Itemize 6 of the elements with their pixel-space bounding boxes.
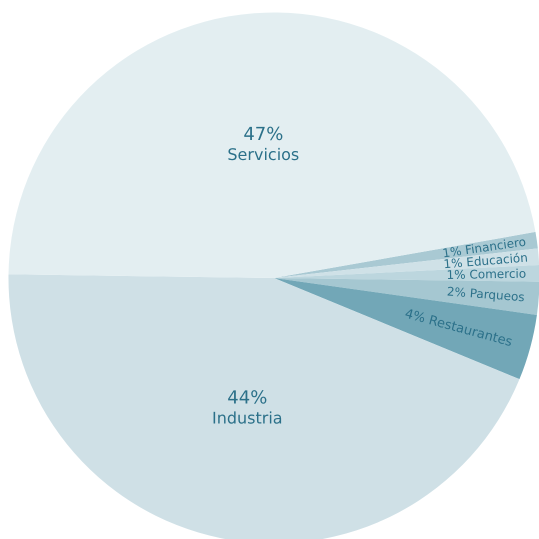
slice-label: 1% Comercio xyxy=(446,266,526,282)
slice-label: Servicios xyxy=(227,145,300,164)
slice-label: Industria xyxy=(212,408,283,428)
slice-label: 2% Parqueos xyxy=(446,284,526,304)
data-label: 44% xyxy=(227,388,268,409)
data-label: 47% xyxy=(243,124,284,146)
